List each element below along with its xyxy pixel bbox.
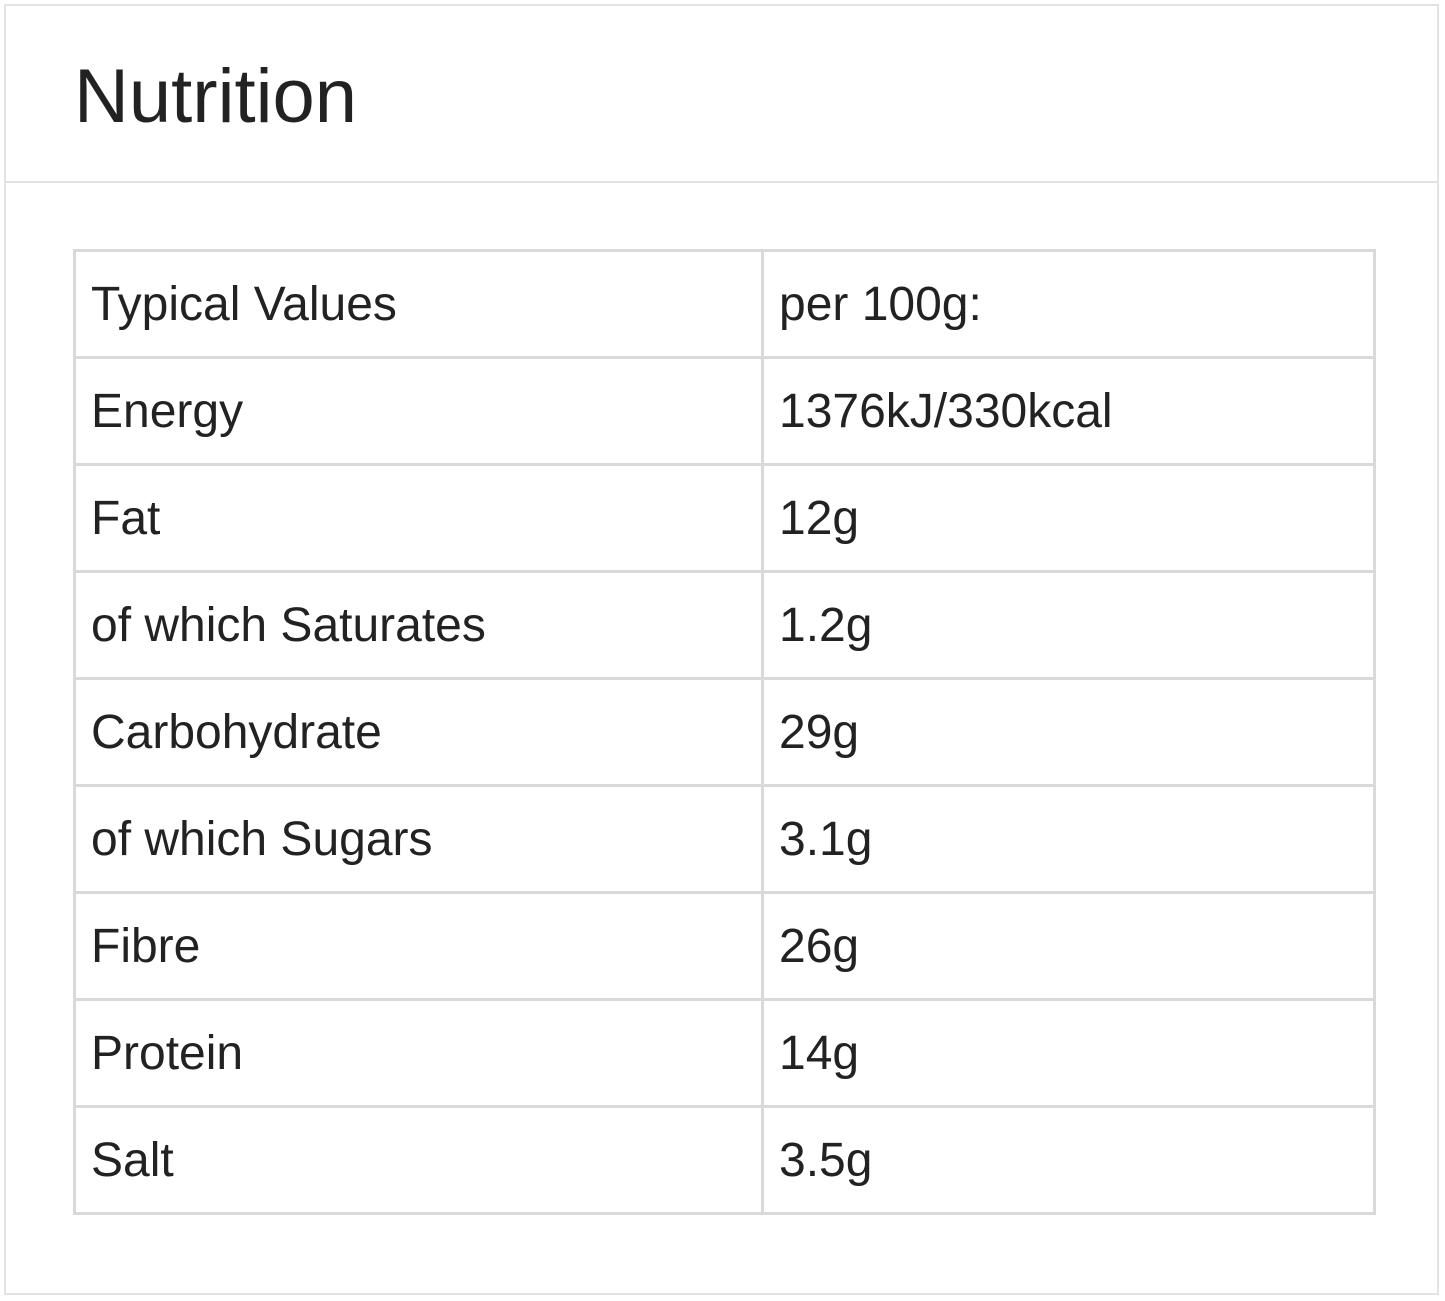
table-row-fat: Fat 12g — [73, 463, 1376, 573]
row-value-cell: 12g — [761, 463, 1376, 573]
table-row-saturates: of which Saturates 1.2g — [73, 570, 1376, 680]
table-row-energy: Energy 1376kJ/330kcal — [73, 356, 1376, 466]
table-row-protein: Protein 14g — [73, 998, 1376, 1108]
table-row-carbohydrate: Carbohydrate 29g — [73, 677, 1376, 787]
table-row-fibre: Fibre 26g — [73, 891, 1376, 1001]
nutrition-panel: Nutrition Typical Values per 100g: Energ… — [4, 4, 1439, 1295]
panel-title: Nutrition — [74, 54, 357, 139]
row-label-cell: Salt — [73, 1105, 764, 1215]
table-row-sugars: of which Sugars 3.1g — [73, 784, 1376, 894]
nutrition-table: Typical Values per 100g: Energy 1376kJ/3… — [73, 249, 1376, 1215]
row-label-cell: Carbohydrate — [73, 677, 764, 787]
table-row-salt: Salt 3.5g — [73, 1105, 1376, 1215]
row-label-cell: Fat — [73, 463, 764, 573]
row-value-cell: 1.2g — [761, 570, 1376, 680]
row-label-cell: Energy — [73, 356, 764, 466]
header-label-cell: Typical Values — [73, 249, 764, 359]
row-label-cell: of which Sugars — [73, 784, 764, 894]
row-value-cell: 14g — [761, 998, 1376, 1108]
table-header-row: Typical Values per 100g: — [73, 249, 1376, 359]
row-label-cell: of which Saturates — [73, 570, 764, 680]
row-value-cell: 3.5g — [761, 1105, 1376, 1215]
row-value-cell: 3.1g — [761, 784, 1376, 894]
panel-header: Nutrition — [6, 6, 1437, 183]
row-label-cell: Protein — [73, 998, 764, 1108]
row-value-cell: 29g — [761, 677, 1376, 787]
row-value-cell: 26g — [761, 891, 1376, 1001]
row-label-cell: Fibre — [73, 891, 764, 1001]
header-value-cell: per 100g: — [761, 249, 1376, 359]
row-value-cell: 1376kJ/330kcal — [761, 356, 1376, 466]
